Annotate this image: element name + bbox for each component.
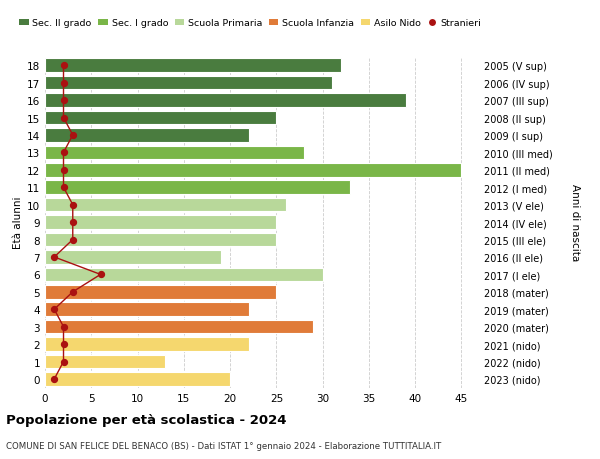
Bar — [45, 146, 304, 160]
Point — [49, 254, 59, 261]
Point — [68, 202, 77, 209]
Bar — [45, 337, 248, 351]
Point — [68, 132, 77, 140]
Bar — [45, 112, 277, 125]
Point — [59, 97, 68, 105]
Point — [59, 115, 68, 122]
Point — [96, 271, 106, 279]
Bar — [45, 303, 248, 316]
Point — [59, 341, 68, 348]
Y-axis label: Età alunni: Età alunni — [13, 196, 23, 249]
Point — [59, 358, 68, 365]
Text: Popolazione per età scolastica - 2024: Popolazione per età scolastica - 2024 — [6, 413, 287, 426]
Point — [59, 80, 68, 87]
Legend: Sec. II grado, Sec. I grado, Scuola Primaria, Scuola Infanzia, Asilo Nido, Stran: Sec. II grado, Sec. I grado, Scuola Prim… — [19, 19, 481, 28]
Bar — [45, 251, 221, 264]
Bar — [45, 164, 461, 177]
Point — [59, 323, 68, 330]
Point — [59, 184, 68, 191]
Point — [49, 306, 59, 313]
Point — [59, 167, 68, 174]
Bar — [45, 94, 406, 108]
Point — [59, 149, 68, 157]
Bar — [45, 233, 277, 247]
Point — [59, 62, 68, 70]
Point — [68, 219, 77, 226]
Bar — [45, 355, 166, 369]
Point — [49, 375, 59, 383]
Point — [68, 289, 77, 296]
Bar — [45, 181, 350, 195]
Bar — [45, 198, 286, 212]
Bar — [45, 77, 332, 90]
Bar — [45, 268, 323, 281]
Bar — [45, 372, 230, 386]
Bar — [45, 59, 341, 73]
Bar — [45, 320, 313, 334]
Bar — [45, 216, 277, 230]
Point — [68, 236, 77, 244]
Bar — [45, 129, 248, 142]
Bar — [45, 285, 277, 299]
Y-axis label: Anni di nascita: Anni di nascita — [569, 184, 580, 261]
Text: COMUNE DI SAN FELICE DEL BENACO (BS) - Dati ISTAT 1° gennaio 2024 - Elaborazione: COMUNE DI SAN FELICE DEL BENACO (BS) - D… — [6, 441, 441, 450]
